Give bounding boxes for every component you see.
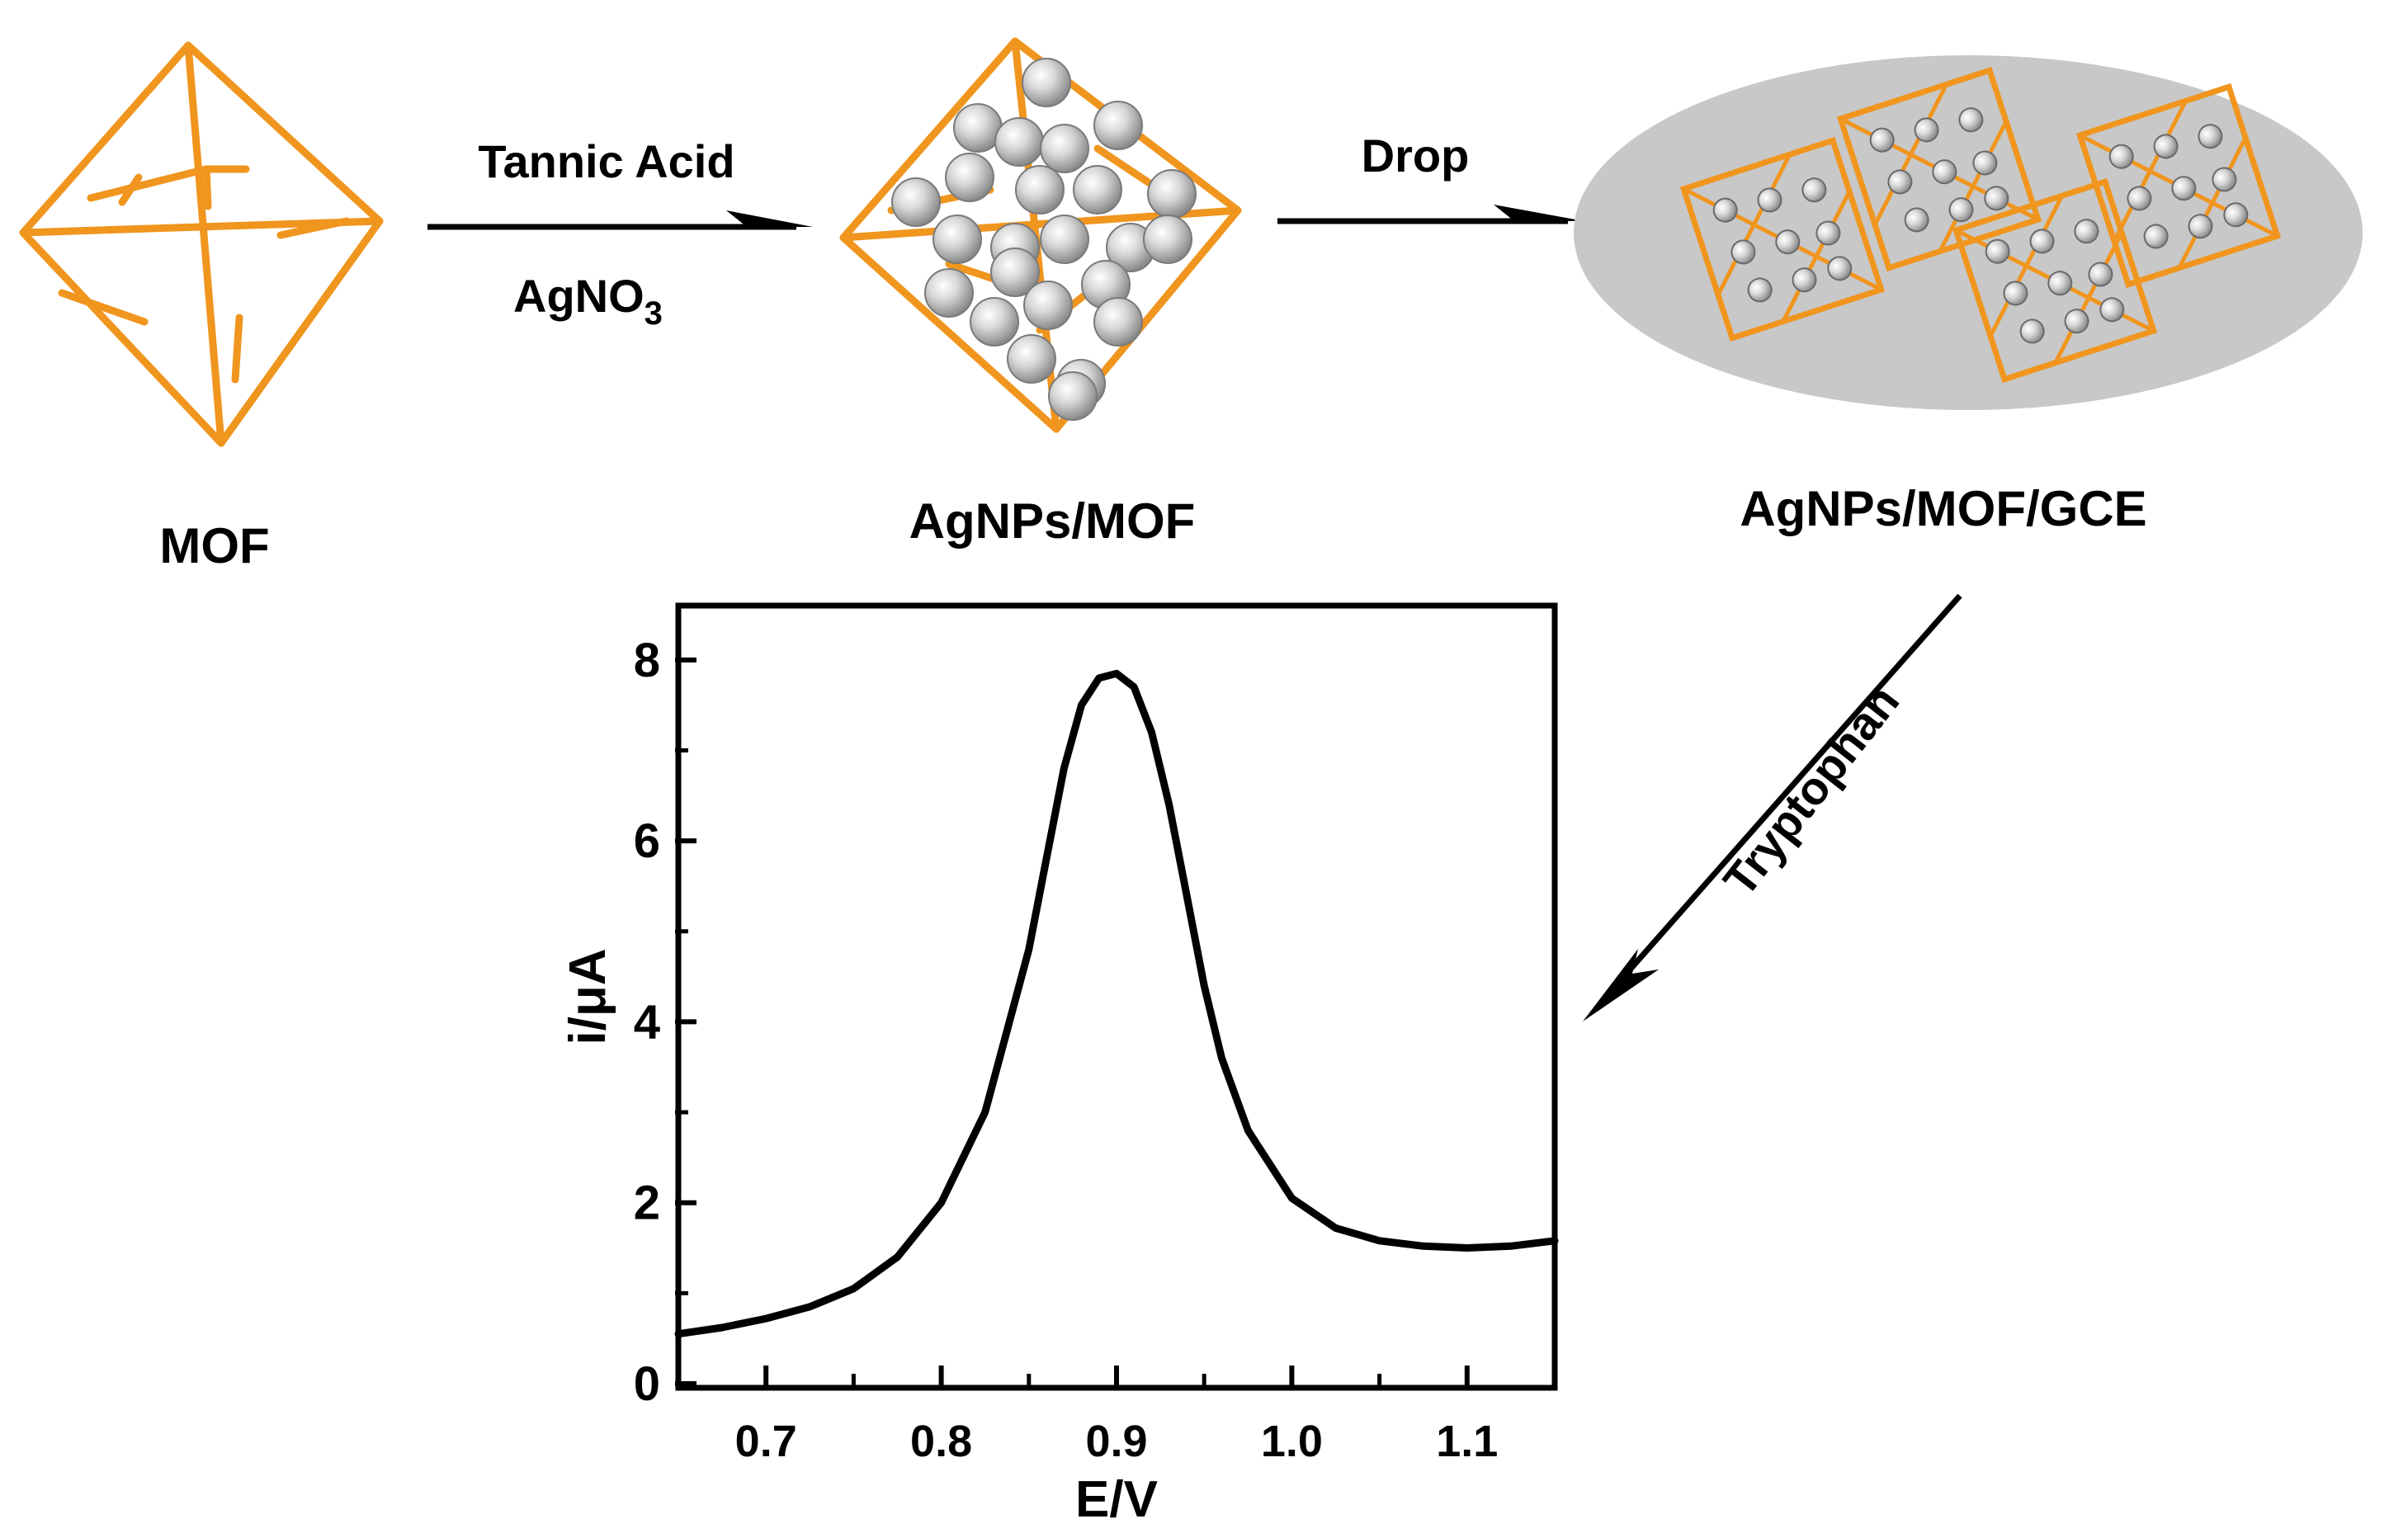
mini-nanoparticle: [2099, 297, 2125, 323]
silver-nanoparticle: [970, 297, 1019, 347]
silver-nanoparticle: [924, 268, 974, 318]
arrow-1-top-label: Tannic Acid: [478, 135, 734, 187]
silver-nanoparticle: [1023, 281, 1073, 330]
mini-nanoparticle: [2029, 229, 2055, 254]
mini-nanoparticle: [2188, 214, 2213, 239]
series-line: [674, 669, 1559, 1338]
arrow-3-label: Tryptophan: [1713, 675, 1909, 905]
mini-nanoparticle: [2198, 124, 2223, 149]
silver-nanoparticles: [891, 58, 1197, 421]
mini-nanoparticle: [1948, 197, 1974, 223]
mini-nanoparticle: [1801, 177, 1827, 203]
electrode-icon: [1574, 55, 2363, 410]
arrow-2-top-label: Drop: [1362, 130, 1470, 182]
silver-nanoparticle: [994, 117, 1044, 167]
mini-nanoparticle: [1775, 229, 1801, 255]
mini-nanoparticle: [1815, 220, 1841, 246]
silver-nanoparticle: [1048, 371, 1098, 421]
mini-mof-particle: [1679, 136, 1886, 342]
mini-nanoparticle: [2047, 271, 2073, 296]
mini-nanoparticle: [1730, 239, 1756, 265]
mini-nanoparticle: [2127, 186, 2152, 211]
silver-nanoparticle: [1040, 124, 1089, 173]
mini-nanoparticle: [2223, 202, 2249, 228]
mini-nanoparticle: [1887, 169, 1913, 195]
mini-mof-particle: [1836, 66, 2042, 272]
mini-nanoparticle: [1827, 256, 1853, 281]
silver-nanoparticle: [1093, 297, 1143, 347]
x-tick-label: 1.0: [1261, 1417, 1323, 1466]
mini-nanoparticle: [2019, 318, 2045, 344]
mini-nanoparticle: [1932, 159, 1957, 185]
mini-nanoparticle: [1757, 187, 1782, 213]
mini-nanoparticle: [2143, 224, 2169, 249]
mini-nanoparticle: [1869, 127, 1895, 153]
agnps-mof-icon: [839, 37, 1242, 433]
mini-nanoparticle: [2153, 134, 2179, 159]
silver-nanoparticle: [1040, 215, 1089, 264]
silver-nanoparticle: [990, 248, 1040, 297]
x-tick-label: 0.8: [910, 1417, 972, 1466]
y-tick-label: 8: [634, 634, 660, 687]
y-tick-label: 4: [634, 995, 660, 1049]
y-axis-label: i/μA: [560, 948, 616, 1045]
mini-mof-particle: [2075, 83, 2282, 289]
y-tick-label: 0: [634, 1357, 660, 1411]
mini-nanoparticle: [1972, 150, 1998, 176]
mini-nanoparticle: [2212, 167, 2237, 192]
x-tick-label: 0.9: [1085, 1417, 1147, 1466]
silver-nanoparticle: [1143, 215, 1192, 264]
mini-nanoparticle: [2064, 309, 2089, 334]
silver-nanoparticle: [1007, 334, 1056, 384]
arrow-1-bottom-label: AgNO3: [513, 270, 663, 332]
arrow-3: [1583, 593, 1962, 1021]
y-tick-label: 2: [634, 1177, 660, 1230]
mini-mof-particle: [1952, 177, 2158, 384]
mini-nanoparticle: [1958, 107, 1984, 133]
x-tick-label: 0.7: [735, 1417, 797, 1466]
silver-nanoparticle: [1015, 165, 1065, 215]
mini-nanoparticle: [2108, 144, 2134, 169]
mof-octahedron-icon: [19, 41, 384, 447]
mini-nanoparticle: [2171, 176, 2197, 201]
x-tick-label: 1.1: [1436, 1417, 1498, 1466]
stage-label-agnps-mof-gce: AgNPs/MOF/GCE: [1740, 481, 2146, 536]
mini-nanoparticle: [2003, 281, 2028, 306]
silver-nanoparticle: [945, 153, 994, 202]
stage-label-agnps-mof: AgNPs/MOF: [909, 493, 1196, 549]
silver-nanoparticle: [933, 215, 982, 264]
silver-nanoparticle: [1147, 169, 1197, 219]
modified-mof-particles: [1679, 66, 2282, 384]
silver-nanoparticle: [891, 177, 941, 227]
mini-nanoparticle: [1984, 186, 2009, 211]
mini-nanoparticle: [1904, 207, 1929, 233]
mini-nanoparticle: [2074, 219, 2099, 244]
mini-nanoparticle: [1747, 277, 1773, 303]
arrow-2: [1277, 205, 1584, 224]
arrow-1: [427, 210, 813, 230]
silver-nanoparticle: [1022, 58, 1071, 107]
mini-nanoparticle: [1712, 197, 1738, 223]
mini-nanoparticle: [1985, 238, 2010, 264]
y-tick-label: 6: [634, 814, 660, 868]
mini-nanoparticle: [2088, 262, 2113, 287]
dpv-chart: 0.7 0.8 0.9 1.0 1.1 0 2 4 6 8 E/V i/μA: [560, 602, 1559, 1528]
silver-nanoparticle: [1093, 101, 1143, 150]
silver-nanoparticle: [1073, 165, 1122, 215]
stage-label-mof: MOF: [159, 518, 269, 573]
chart-frame: [675, 602, 1558, 1391]
mini-nanoparticle: [1792, 267, 1817, 293]
x-axis-label: E/V: [1075, 1471, 1158, 1528]
mini-nanoparticle: [1914, 117, 1939, 143]
